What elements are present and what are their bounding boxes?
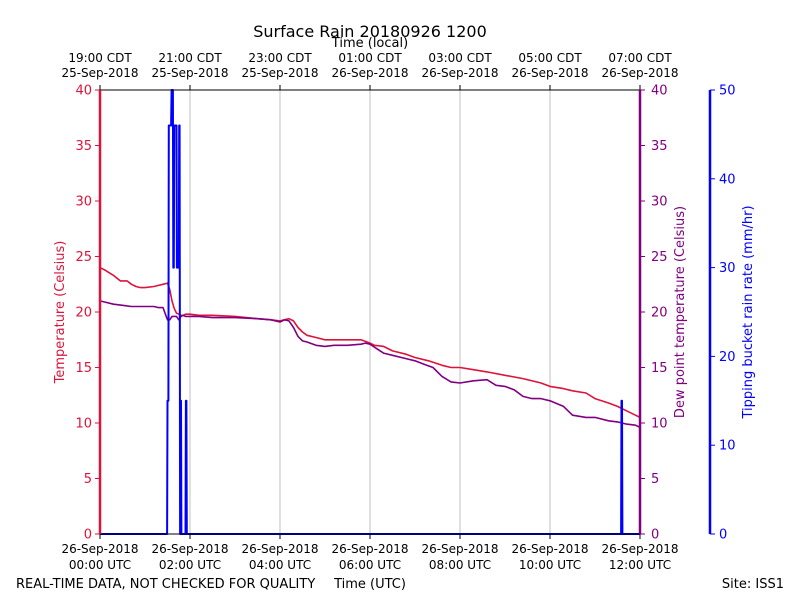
top-x-tick-label-date: 25-Sep-2018 (241, 66, 318, 80)
top-x-tick-label-time: 07:00 CDT (608, 51, 672, 65)
top-x-tick-label-time: 05:00 CDT (518, 51, 582, 65)
dewpoint-tick-label: 40 (651, 84, 668, 99)
dewpoint-tick-label: 5 (651, 472, 659, 487)
bottom-x-tick-label-time: 04:00 UTC (249, 558, 311, 572)
temperature-tick-label: 10 (75, 417, 92, 432)
dewpoint-tick-label: 25 (651, 250, 668, 265)
bottom-x-tick-label-date: 26-Sep-2018 (601, 542, 678, 556)
temperature-tick-label: 30 (75, 195, 92, 210)
bottom-x-tick-label-time: 08:00 UTC (429, 558, 491, 572)
site-label: Site: ISS1 (722, 577, 784, 592)
chart-title: Surface Rain 20180926 1200 (253, 22, 487, 41)
top-x-tick-label-date: 26-Sep-2018 (331, 66, 408, 80)
rain-tick-label: 20 (719, 350, 736, 365)
quality-disclaimer: REAL-TIME DATA, NOT CHECKED FOR QUALITY (16, 577, 315, 592)
temperature-line (99, 266, 641, 419)
top-x-tick-label-time: 03:00 CDT (428, 51, 492, 65)
top-x-tick-label-time: 23:00 CDT (248, 51, 312, 65)
bottom-x-tick-label-time: 02:00 UTC (159, 558, 221, 572)
temperature-tick-label: 20 (75, 306, 92, 321)
top-x-tick-label-date: 25-Sep-2018 (61, 66, 138, 80)
y-axis-label-dewpoint: Dew point temperature (Celsius) (673, 206, 688, 418)
top-x-tick-label-time: 19:00 CDT (68, 51, 132, 65)
top-x-axis-label: Time (local) (331, 36, 408, 51)
top-x-tick-label-date: 26-Sep-2018 (601, 66, 678, 80)
temperature-tick-label: 0 (84, 528, 92, 543)
gridlines (189, 90, 551, 534)
temperature-tick-label: 35 (75, 139, 92, 154)
dewpoint-tick-label: 35 (651, 139, 668, 154)
bottom-x-tick-label-date: 26-Sep-2018 (241, 542, 318, 556)
y-axis-label-temperature: Temperature (Celsius) (53, 241, 68, 385)
rain-tick-label: 0 (719, 528, 727, 543)
dewpoint-tick-label: 30 (651, 195, 668, 210)
x-axis-label: Time (UTC) (333, 577, 406, 592)
top-x-tick-label-time: 21:00 CDT (158, 51, 222, 65)
rain-tick-label: 40 (719, 172, 736, 187)
top-x-tick-label-date: 26-Sep-2018 (511, 66, 588, 80)
axes: 0 0 5 5 10 10 15 15 20 20 25 25 30 30 35 35 40 40 0 10 20 30 4… (61, 51, 735, 572)
bottom-x-tick-label-time: 06:00 UTC (339, 558, 401, 572)
rain-tick-label: 30 (719, 261, 736, 276)
dewpoint-tick-label: 15 (651, 361, 668, 376)
temperature-tick-label: 25 (75, 250, 92, 265)
bottom-x-tick-label-time: 10:00 UTC (519, 558, 581, 572)
dewpoint-tick-label: 0 (651, 528, 659, 543)
rain-tick-label: 10 (719, 439, 736, 454)
bottom-x-tick-label-date: 26-Sep-2018 (331, 542, 408, 556)
rain-tick-label: 50 (719, 84, 736, 99)
top-x-tick-label-time: 01:00 CDT (338, 51, 402, 65)
bottom-x-tick-label-date: 26-Sep-2018 (511, 542, 588, 556)
bottom-x-tick-label-time: 12:00 UTC (609, 558, 671, 572)
bottom-x-tick-label-date: 26-Sep-2018 (61, 542, 138, 556)
dewpoint-tick-label: 10 (651, 417, 668, 432)
temperature-tick-label: 15 (75, 361, 92, 376)
top-x-tick-label-date: 26-Sep-2018 (421, 66, 498, 80)
y-axis-label-rain: Tipping bucket rain rate (mm/hr) (741, 205, 756, 419)
temperature-tick-label: 5 (84, 472, 92, 487)
dewpoint-tick-label: 20 (651, 306, 668, 321)
bottom-x-tick-label-date: 26-Sep-2018 (421, 542, 498, 556)
top-x-tick-label-date: 25-Sep-2018 (151, 66, 228, 80)
temperature-tick-label: 40 (75, 84, 92, 99)
bottom-x-tick-label-date: 26-Sep-2018 (151, 542, 228, 556)
bottom-x-tick-label-time: 00:00 UTC (69, 558, 131, 572)
